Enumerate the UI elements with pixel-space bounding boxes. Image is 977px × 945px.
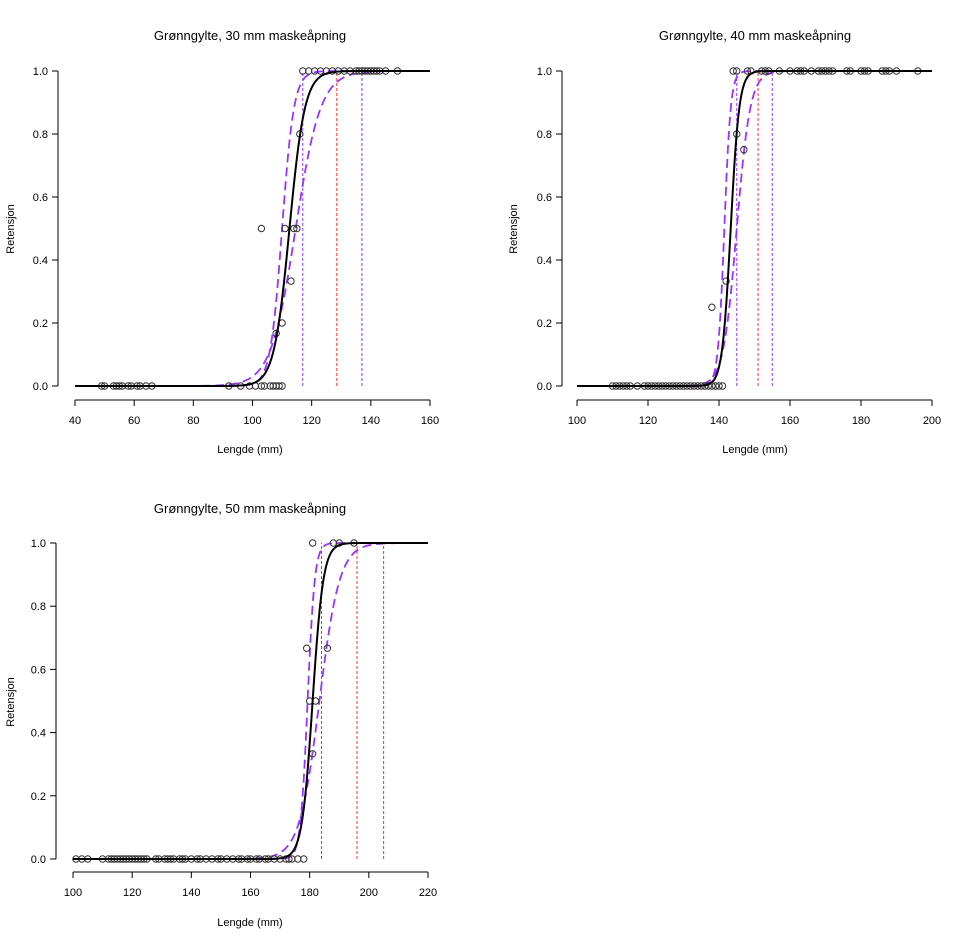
- data-point: [287, 277, 295, 285]
- x-tick-label: 200: [923, 415, 941, 427]
- y-axis-label: Retensjon: [5, 204, 17, 254]
- data-point: [257, 382, 266, 390]
- y-tick-label: 0.2: [31, 791, 46, 803]
- data-point: [722, 277, 730, 285]
- data-point: [308, 539, 317, 547]
- chart-panel-50mm: Grønngylte, 50 mm maskeåpning Lengde (mm…: [0, 472, 477, 934]
- y-tick-label: 0.4: [537, 255, 552, 267]
- chart-title: Grønngylte, 30 mm maskeåpning: [154, 28, 346, 43]
- x-tick-label: 180: [852, 415, 870, 427]
- data-point: [275, 382, 283, 390]
- x-axis-label: Lengde (mm): [722, 444, 787, 456]
- data-point: [733, 67, 741, 75]
- data-point: [718, 382, 727, 390]
- ci-lower-curve: [75, 70, 430, 387]
- ci-lower-curve: [73, 542, 428, 860]
- ci-upper-curve: [73, 542, 428, 860]
- y-tick-label: 0.6: [537, 192, 552, 204]
- x-tick-label: 80: [187, 415, 199, 427]
- chart-title: Grønngylte, 40 mm maskeåpning: [659, 28, 851, 43]
- y-tick-label: 1.0: [33, 66, 48, 78]
- data-point: [711, 382, 720, 390]
- y-tick-label: 0.0: [31, 854, 46, 866]
- x-tick-label: 120: [639, 415, 657, 427]
- x-axis-label: Lengde (mm): [217, 444, 282, 456]
- x-tick-label: 40: [69, 415, 81, 427]
- fitted-curve: [75, 70, 430, 387]
- x-tick-label: 100: [568, 415, 586, 427]
- y-axis-label: Retensjon: [508, 204, 520, 254]
- x-tick-label: 120: [123, 887, 141, 899]
- y-tick-label: 0.8: [31, 601, 46, 613]
- ci-upper-curve: [75, 70, 430, 387]
- y-tick-label: 0.2: [33, 318, 48, 330]
- y-tick-label: 0.2: [537, 318, 552, 330]
- x-tick-label: 140: [182, 887, 200, 899]
- data-point: [290, 224, 298, 233]
- y-tick-label: 0.8: [537, 129, 552, 141]
- chart-panel-40mm: Grønngylte, 40 mm maskeåpning Lengde (mm…: [500, 0, 977, 462]
- y-tick-label: 0.6: [33, 192, 48, 204]
- chart-30mm: Grønngylte, 30 mm maskeåpning Lengde (mm…: [5, 28, 439, 456]
- data-point: [715, 382, 723, 390]
- data-point: [729, 67, 737, 75]
- chart-50mm: Grønngylte, 50 mm maskeåpning Lengde (mm…: [5, 501, 437, 929]
- data-point: [740, 146, 748, 154]
- x-tick-label: 120: [302, 415, 320, 427]
- fitted-curve: [73, 542, 428, 860]
- ci-upper-curve: [577, 70, 932, 387]
- x-tick-label: 60: [128, 415, 140, 427]
- x-tick-label: 100: [243, 415, 261, 427]
- y-tick-label: 1.0: [31, 538, 46, 550]
- data-point: [743, 67, 752, 75]
- y-tick-label: 1.0: [537, 66, 552, 78]
- chart-title: Grønngylte, 50 mm maskeåpning: [154, 501, 346, 516]
- x-tick-label: 160: [781, 415, 799, 427]
- fitted-curve: [577, 70, 932, 387]
- y-tick-label: 0.0: [33, 381, 48, 393]
- x-tick-label: 160: [241, 887, 259, 899]
- x-axis-label: Lengde (mm): [217, 917, 282, 929]
- data-point: [293, 224, 301, 233]
- x-tick-label: 220: [419, 887, 437, 899]
- y-tick-label: 0.0: [537, 381, 552, 393]
- data-point: [708, 303, 716, 311]
- x-tick-label: 160: [421, 415, 439, 427]
- y-tick-label: 0.4: [31, 728, 46, 740]
- y-tick-label: 0.6: [31, 664, 46, 676]
- data-point: [257, 224, 266, 233]
- data-point: [278, 382, 286, 390]
- chart-panel-30mm: Grønngylte, 30 mm maskeåpning Lengde (mm…: [0, 0, 477, 462]
- x-tick-label: 140: [362, 415, 380, 427]
- chart-40mm: Grønngylte, 40 mm maskeåpning Lengde (mm…: [508, 28, 941, 456]
- x-tick-label: 180: [300, 887, 318, 899]
- ci-lower-curve: [577, 70, 932, 387]
- data-point: [323, 644, 332, 652]
- x-tick-label: 140: [710, 415, 728, 427]
- x-tick-label: 100: [64, 887, 82, 899]
- x-tick-label: 200: [360, 887, 378, 899]
- data-point: [281, 224, 289, 233]
- data-point: [303, 644, 311, 652]
- data-point: [300, 855, 308, 863]
- y-axis-label: Retensjon: [5, 677, 17, 727]
- y-tick-label: 0.4: [33, 255, 48, 267]
- y-tick-label: 0.8: [33, 129, 48, 141]
